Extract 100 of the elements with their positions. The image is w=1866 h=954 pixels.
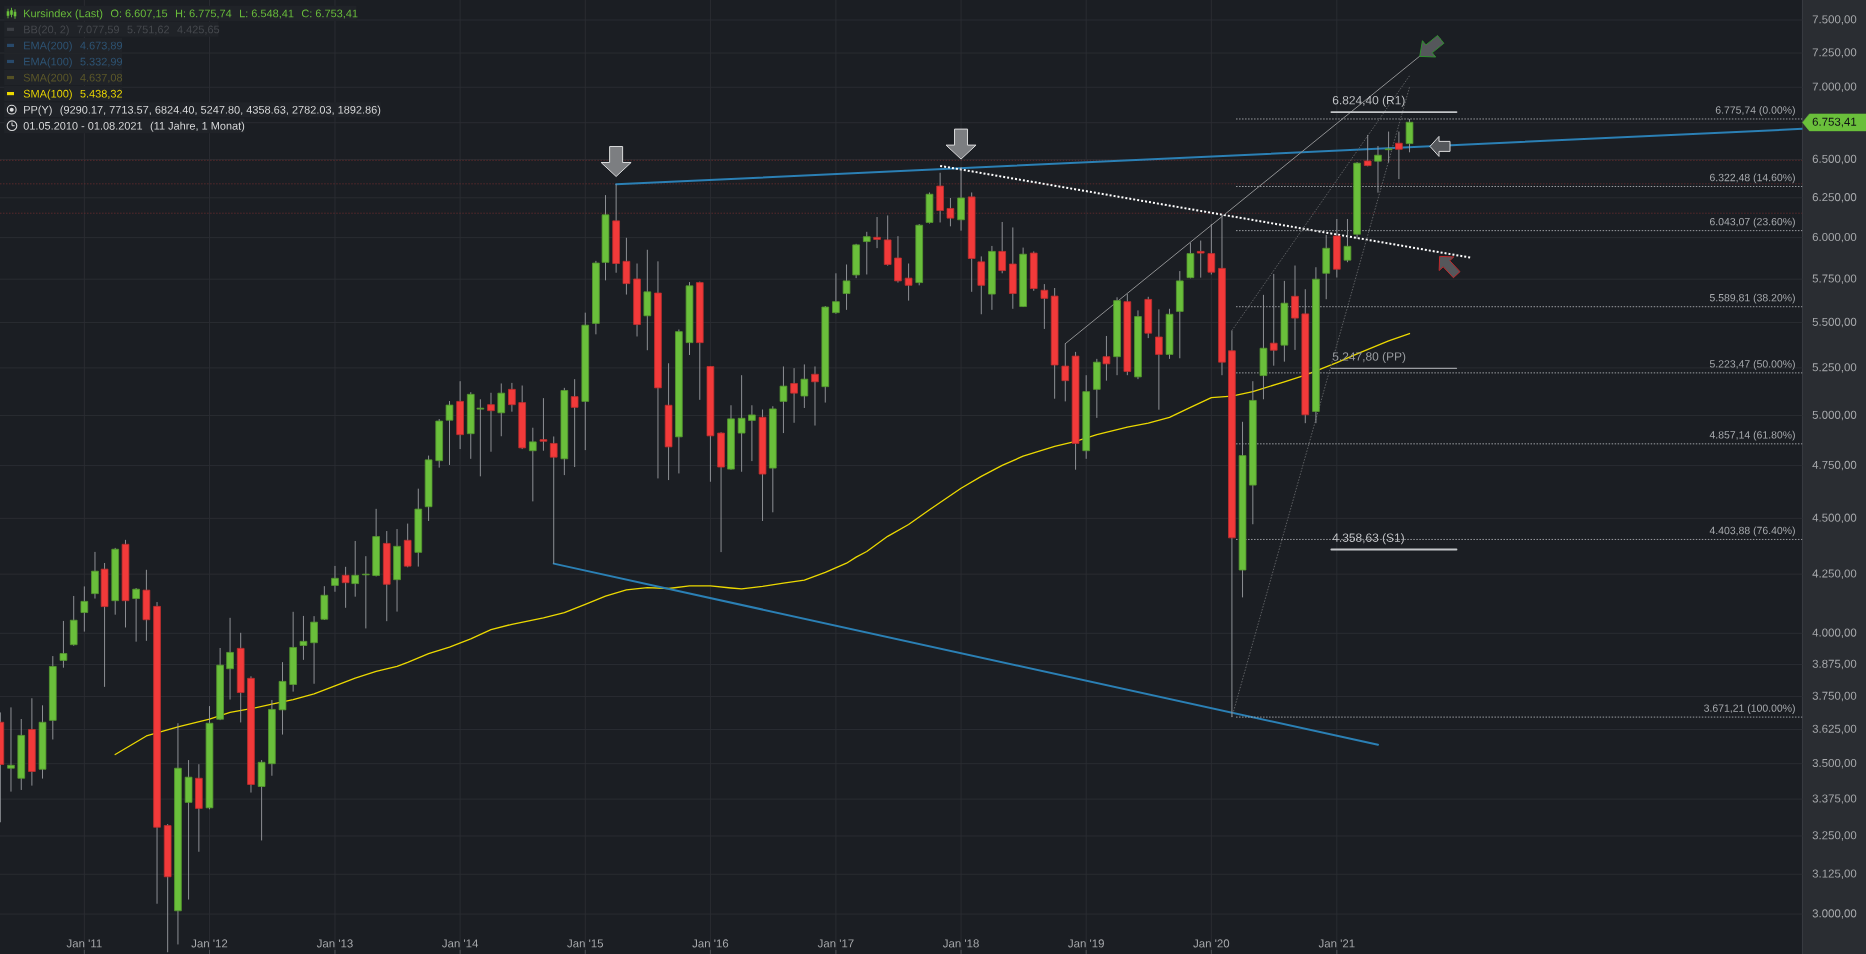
- candlestick: [977, 255, 986, 315]
- y-tick-label: 4.000,00: [1812, 628, 1857, 639]
- annotation: 5.332,99: [80, 57, 123, 67]
- candlestick: [1040, 283, 1049, 330]
- candlestick: [132, 587, 140, 643]
- candlestick: [445, 400, 454, 466]
- y-tick-label: 3.000,00: [1812, 909, 1857, 919]
- annotation: 5.438,32: [80, 89, 123, 99]
- candlestick: [790, 367, 798, 424]
- candlestick: [1102, 335, 1111, 382]
- candlestick: [1374, 145, 1382, 194]
- series-label: 6.775,74 (0.00%): [1715, 106, 1795, 116]
- candlestick: [946, 197, 955, 227]
- x-tick-label: Jan '19: [1068, 939, 1104, 948]
- y-tick-label: 7.250,00: [1812, 48, 1857, 58]
- candlestick: [832, 272, 840, 315]
- series-label: 4.403,88 (76.40%): [1709, 526, 1795, 537]
- y-tick-label: 6.500,00: [1812, 154, 1857, 165]
- series-label: 4.857,14 (61.80%): [1709, 430, 1795, 441]
- y-tick-label: 3.250,00: [1812, 831, 1857, 841]
- annotation: C: 6.753,41: [301, 9, 358, 19]
- candlestick: [998, 221, 1006, 274]
- series-label: 5.223,47 (50.00%): [1709, 359, 1795, 370]
- candlestick: [226, 617, 234, 700]
- annotation: EMA(100): [24, 57, 72, 68]
- candlestick: [904, 263, 913, 302]
- candlestick: [779, 366, 788, 434]
- annotation: PP(Y): [24, 105, 52, 116]
- x-tick-label: Jan '18: [942, 939, 979, 948]
- candlestick: [341, 566, 350, 609]
- series-label: 3.671,21 (100.00%): [1704, 704, 1795, 714]
- candlestick: [800, 363, 809, 409]
- candlestick: [508, 382, 516, 413]
- y-tick-label: 3.875,00: [1812, 659, 1857, 670]
- candlestick: [1061, 343, 1070, 402]
- candlestick: [331, 565, 339, 593]
- y-tick-label: 3.125,00: [1812, 869, 1857, 879]
- candlestick: [497, 383, 506, 437]
- series-label: 4.358,63 (S1): [1332, 533, 1404, 545]
- y-tick-label: 3.625,00: [1812, 724, 1857, 735]
- series-label: 6.824,40 (R1): [1332, 95, 1405, 107]
- y-tick-label: 7.000,00: [1812, 82, 1857, 92]
- candlestick: [59, 620, 68, 669]
- candlestick: [748, 404, 756, 462]
- candlestick: [80, 585, 89, 633]
- candlestick: [487, 392, 495, 453]
- x-tick-label: Jan '14: [442, 939, 479, 948]
- candlestick: [7, 706, 15, 793]
- candlestick: [1291, 265, 1299, 351]
- y-tick-label: 4.750,00: [1812, 460, 1857, 471]
- series-label: 5.589,81 (38.20%): [1709, 293, 1795, 304]
- candlestick: [873, 216, 881, 249]
- annotation: EMA(200): [24, 41, 72, 52]
- candlestick: [529, 427, 537, 502]
- x-tick-label: Jan '20: [1193, 939, 1230, 948]
- y-tick-label: 3.375,00: [1812, 794, 1857, 804]
- annotation: 4.637,08: [80, 73, 123, 83]
- y-tick-label: 6.000,00: [1812, 232, 1857, 243]
- x-tick-label: Jan '21: [1318, 939, 1355, 948]
- annotation: SMA(200): [23, 73, 72, 84]
- y-tick-label: 7.500,00: [1812, 15, 1857, 25]
- y-tick-label: 4.500,00: [1812, 513, 1857, 524]
- y-tick-label: 3.500,00: [1812, 758, 1857, 769]
- candlestick: [1207, 223, 1216, 275]
- annotation: O: 6.607,15: [110, 9, 168, 19]
- candlestick: [957, 166, 965, 232]
- candlestick: [570, 378, 579, 468]
- series-label: 6.043,07 (23.60%): [1710, 217, 1795, 228]
- y-tick-label: 5.000,00: [1812, 410, 1857, 421]
- annotation: (9290.17, 7713.57, 6824.40, 5247.80, 4358.63, 2782.03, 1892.86): [60, 105, 381, 116]
- y-tick-label: 5.750,00: [1812, 274, 1857, 284]
- candlestick: [1155, 308, 1163, 411]
- x-tick-label: Jan '15: [567, 939, 604, 948]
- candlestick: [539, 397, 548, 452]
- annotation: (11 Jahre, 1 Monat): [150, 121, 245, 132]
- candlestick: [811, 366, 819, 426]
- y-tick-label: 5.500,00: [1812, 317, 1857, 328]
- text: 6.753,41: [1812, 117, 1857, 128]
- x-tick-label: Jan '17: [817, 939, 854, 948]
- candlestick: [1196, 240, 1205, 279]
- legend-label: SMA(100): [23, 89, 72, 100]
- annotation: H: 6.775,74: [175, 9, 232, 19]
- candlestick: [862, 231, 871, 275]
- candlestick: [351, 540, 360, 598]
- candlestick: [1343, 218, 1352, 263]
- series-label: 6.322,48 (14.60%): [1710, 173, 1795, 184]
- candlestick: [1363, 134, 1372, 167]
- line-series: [114, 332, 1411, 756]
- annotation: L: 6.548,41: [240, 9, 294, 19]
- x-tick-label: Jan '11: [66, 939, 102, 948]
- candlestick: [1384, 131, 1393, 163]
- candlestick: [842, 264, 851, 311]
- candlestick: [310, 615, 318, 685]
- candlestick: [894, 235, 902, 284]
- y-tick-label: 4.250,00: [1812, 569, 1857, 579]
- candlestick: [622, 237, 631, 296]
- candlestick: [737, 374, 746, 473]
- y-tick-label: 3.750,00: [1812, 691, 1857, 702]
- candlestick: [549, 436, 558, 565]
- candlestick: [1395, 131, 1403, 180]
